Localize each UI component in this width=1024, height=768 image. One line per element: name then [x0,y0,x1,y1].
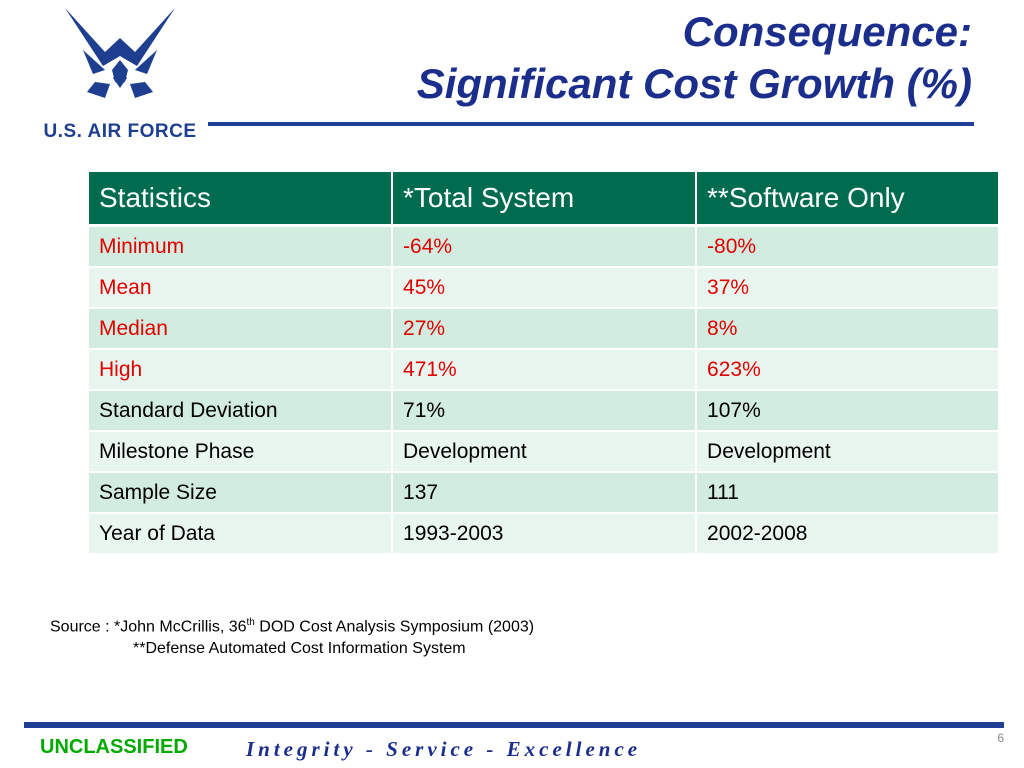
source-note: Source : *John McCrillis, 36th DOD Cost … [50,612,534,660]
row-label: High [89,350,394,391]
row-label: Year of Data [89,514,394,555]
row-label: Median [89,309,394,350]
table-row: Standard Deviation 71% 107% [89,391,1000,432]
row-label: Milestone Phase [89,432,394,473]
total-system-value: 1993-2003 [393,514,698,555]
total-system-value: 27% [393,309,698,350]
logo-text: U.S. AIR FORCE [43,121,197,142]
total-system-value: 137 [393,473,698,514]
software-only-value: 107% [697,391,1000,432]
title-line-2: Significant Cost Growth (%) [416,60,972,107]
software-only-value: 623% [697,350,1000,391]
total-system-value: -64% [393,227,698,268]
table-row: Year of Data 1993-2003 2002-2008 [89,514,1000,555]
source-suffix: DOD Cost Analysis Symposium (2003) [254,618,535,636]
classification-label: UNCLASSIFIED [40,736,188,758]
core-values-motto: Integrity - Service - Excellence [246,737,642,761]
source-prefix: Source : *John McCrillis, 36 [50,618,247,636]
software-only-value: 8% [697,309,1000,350]
header-total-system: *Total System [393,172,698,227]
row-label: Sample Size [89,473,394,514]
source-line-2: **Defense Automated Cost Information Sys… [133,640,466,658]
software-only-value: -80% [697,227,1000,268]
air-force-logo: U.S. AIR FORCE [40,8,200,142]
software-only-value: Development [697,432,1000,473]
row-label: Mean [89,268,394,309]
table-row: Mean 45% 37% [89,268,1000,309]
table-row: Sample Size 137 111 [89,473,1000,514]
total-system-value: Development [393,432,698,473]
title-underline [208,122,974,126]
source-line-1: Source : *John McCrillis, 36th DOD Cost … [50,612,534,638]
row-label: Minimum [89,227,394,268]
air-force-wings-icon [65,8,175,98]
table-row: Minimum -64% -80% [89,227,1000,268]
software-only-value: 37% [697,268,1000,309]
table-row: Milestone Phase Development Development [89,432,1000,473]
footer-rule [24,722,1004,728]
title-line-1: Consequence: [682,8,972,55]
software-only-value: 111 [697,473,1000,514]
table-header-row: Statistics *Total System **Software Only [89,172,1000,227]
table-row: Median 27% 8% [89,309,1000,350]
header-statistics: Statistics [89,172,394,227]
software-only-value: 2002-2008 [697,514,1000,555]
row-label: Standard Deviation [89,391,394,432]
cost-growth-table: Statistics *Total System **Software Only… [89,172,1000,555]
header-software-only: **Software Only [697,172,1000,227]
table-row: High 471% 623% [89,350,1000,391]
total-system-value: 471% [393,350,698,391]
source-superscript: th [246,617,255,628]
total-system-value: 45% [393,268,698,309]
slide-title: Consequence: Significant Cost Growth (%) [417,6,972,110]
page-number: 6 [997,731,1004,745]
total-system-value: 71% [393,391,698,432]
